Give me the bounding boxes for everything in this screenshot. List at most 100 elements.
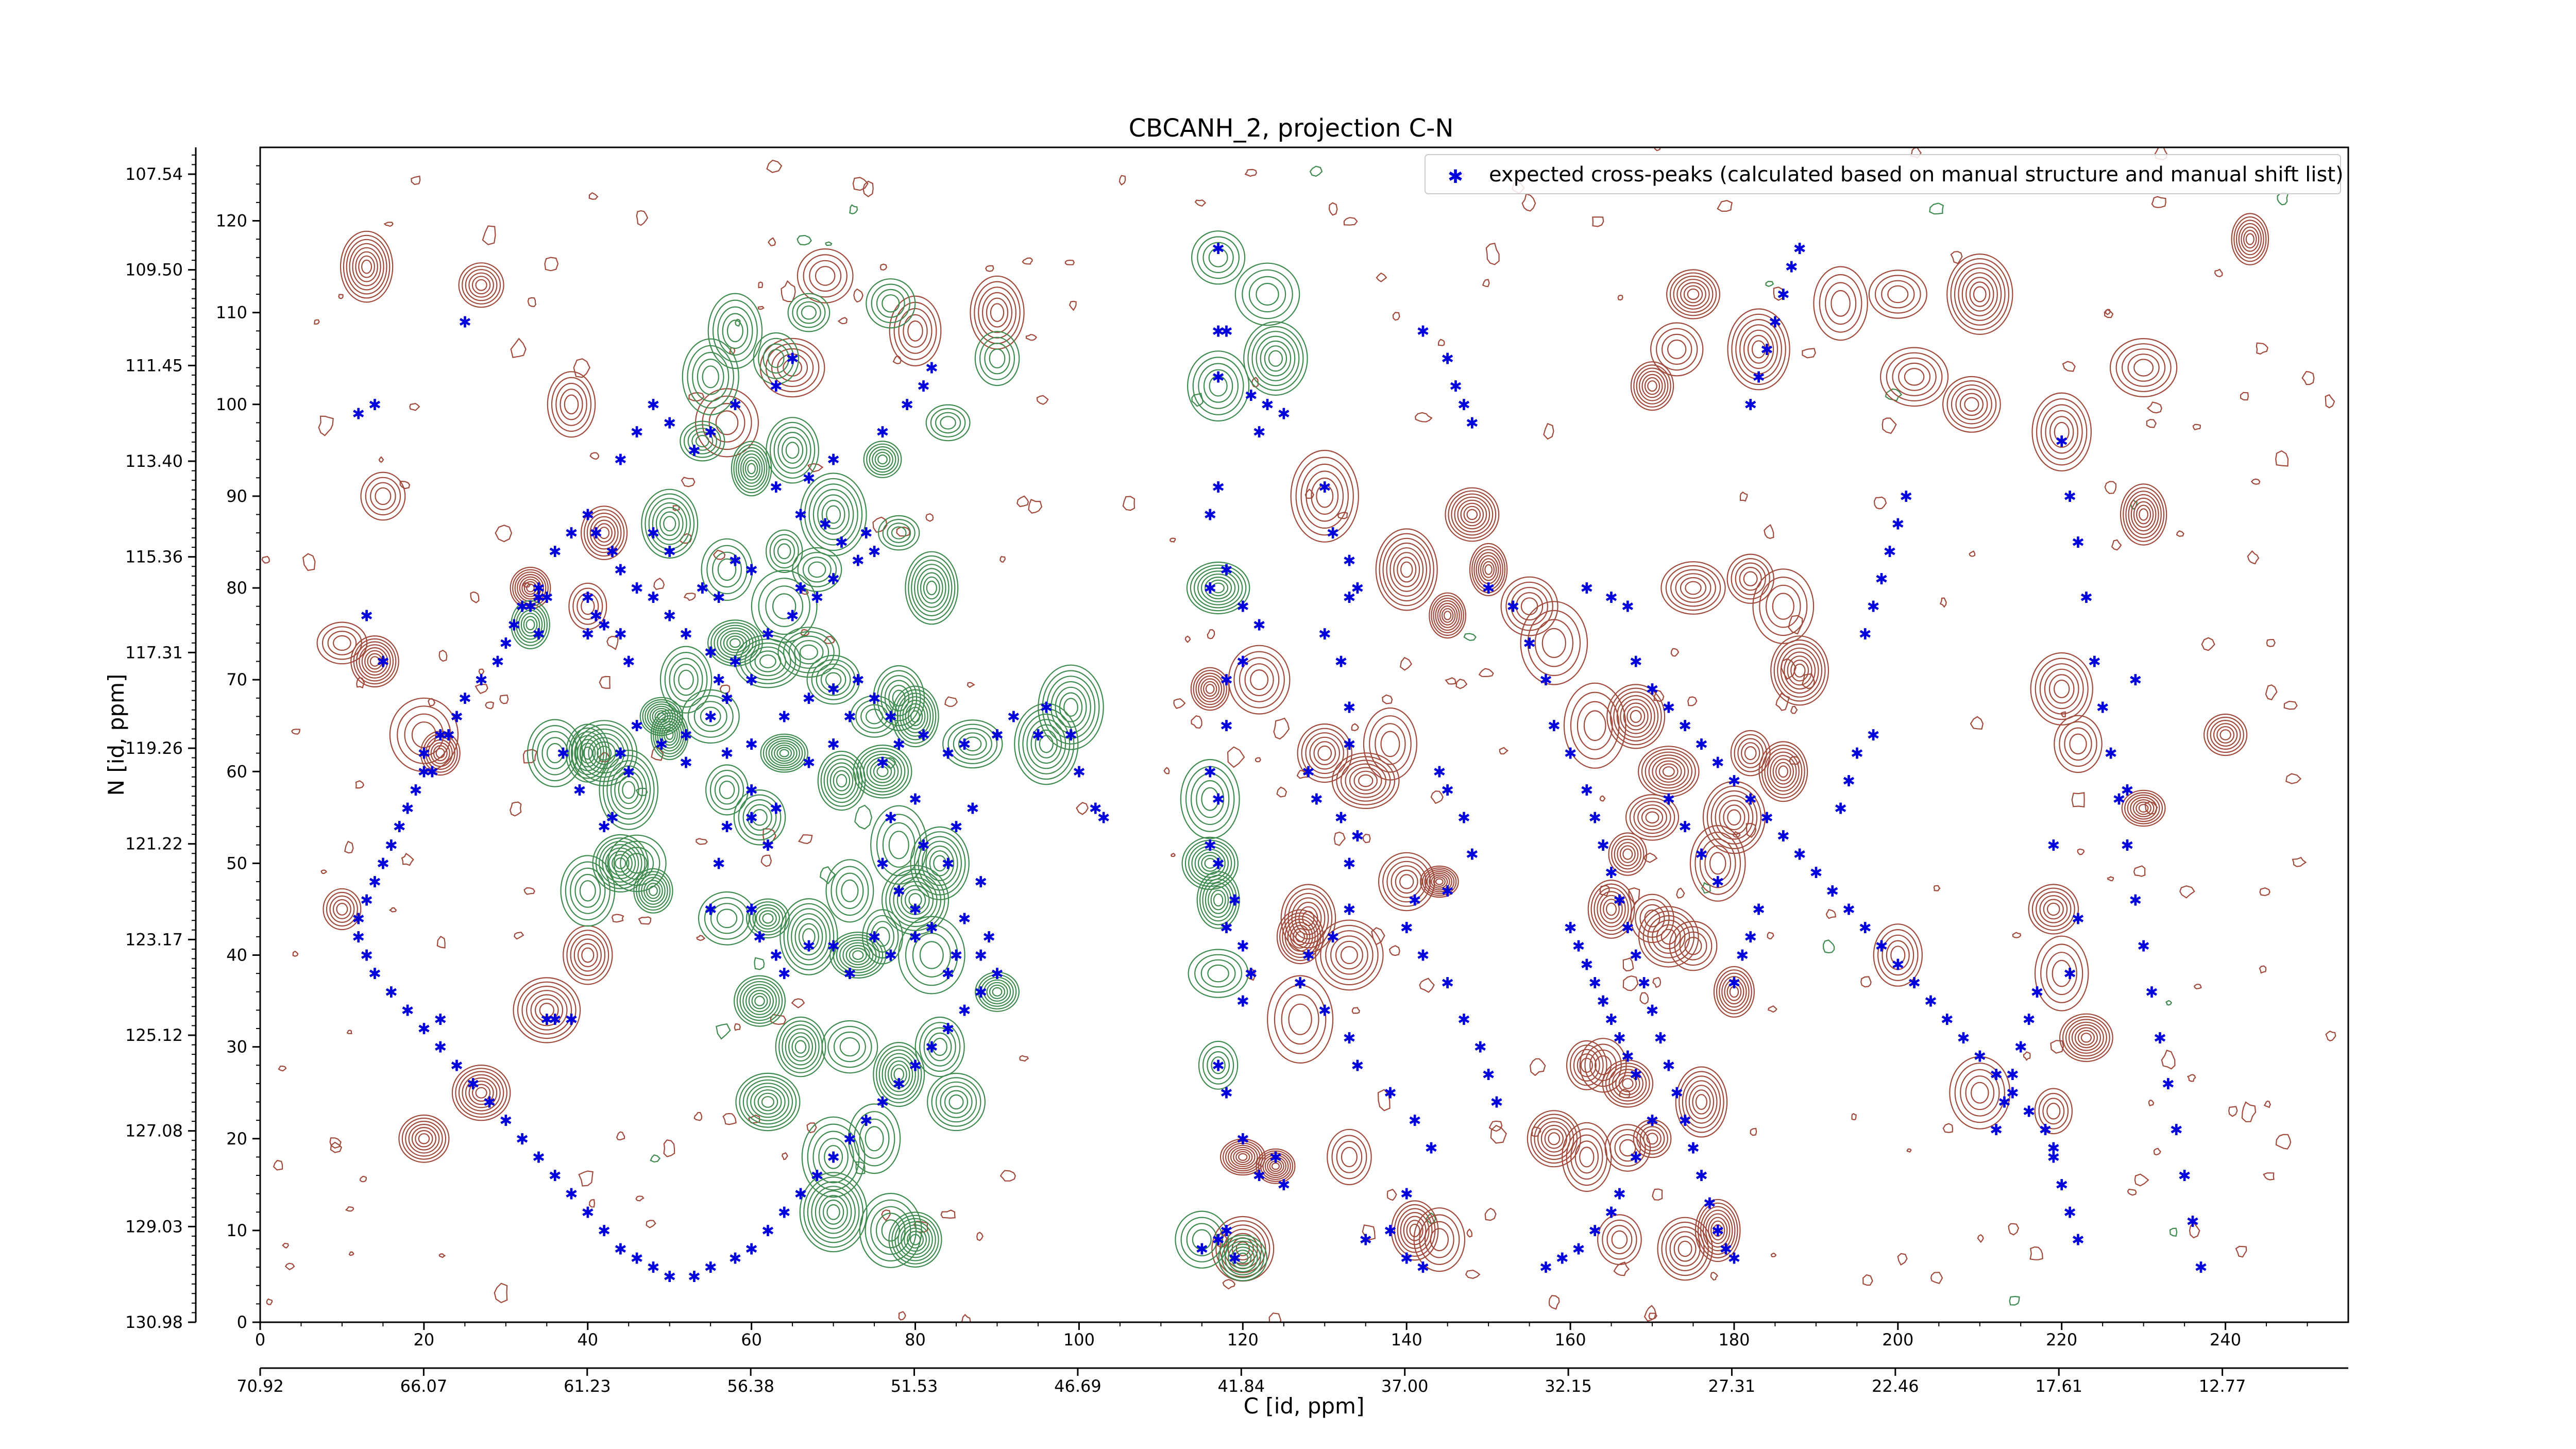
- noise-contour: [837, 317, 848, 325]
- cross-peak-marker: ✱: [1580, 580, 1593, 598]
- cross-peak-marker: ✱: [1466, 414, 1479, 432]
- noise-contour: [2247, 550, 2260, 565]
- cross-peak-marker: ✱: [1662, 791, 1675, 809]
- noise-contour: [1652, 1188, 1663, 1201]
- negative-peak-contour: [527, 719, 583, 787]
- cross-peak-marker: ✱: [1506, 598, 1519, 616]
- cross-peak-marker: ✱: [368, 396, 381, 414]
- cross-peak-marker: ✱: [1212, 855, 1225, 873]
- noise-contour: [478, 668, 485, 676]
- cross-peak-marker: ✱: [549, 1011, 562, 1029]
- cross-peak-marker: ✱: [1277, 406, 1290, 424]
- negative-peak-contour: [1038, 664, 1104, 750]
- noise-contour: [438, 1253, 446, 1258]
- x-index-tick-label: 180: [1718, 1330, 1750, 1350]
- cross-peak-marker: ✱: [1842, 901, 1855, 919]
- cross-peak-marker: ✱: [843, 965, 856, 983]
- noise-contour: [1933, 885, 1941, 891]
- positive-peak-contour: [1813, 266, 1868, 341]
- cross-peak-marker: ✱: [745, 901, 758, 919]
- cross-peak-marker: ✱: [720, 818, 733, 836]
- cross-peak-marker: ✱: [688, 1268, 701, 1286]
- positive-peak-contour: [2109, 338, 2178, 397]
- noise-contour: [1529, 1058, 1546, 1076]
- noise-contour: [266, 1298, 273, 1305]
- noise-contour: [273, 1159, 283, 1171]
- noise-contour: [944, 696, 958, 707]
- noise-contour: [1438, 339, 1445, 346]
- y-ppm-tick-label: 125.12: [125, 1025, 183, 1045]
- cross-peak-marker: ✱: [2063, 488, 2076, 506]
- y-index-tick-label: 110: [216, 303, 247, 323]
- noise-contour: [573, 358, 590, 378]
- cross-peak-marker: ✱: [1310, 791, 1323, 809]
- negative-peak-contour: [751, 569, 818, 643]
- noise-contour: [2151, 196, 2166, 208]
- cross-peak-marker: ✱: [1458, 809, 1470, 827]
- y-ppm-tick-label: 123.17: [125, 930, 183, 949]
- cross-peak-marker: ✱: [1212, 240, 1225, 258]
- cross-peak-marker: ✱: [991, 727, 1004, 745]
- cross-peak-marker: ✱: [1630, 947, 1642, 965]
- cross-peak-marker: ✱: [819, 515, 832, 533]
- noise-contour: [2161, 1049, 2176, 1070]
- negative-peak-contour: [680, 420, 725, 462]
- noise-contour: [2148, 1100, 2155, 1107]
- noise-contour: [1122, 496, 1136, 511]
- noise-contour: [1717, 200, 1733, 212]
- noise-contour: [2012, 932, 2022, 938]
- positive-peak-contour: [1315, 919, 1384, 991]
- noise-contour: [1939, 597, 1947, 608]
- positive-peak-contour: [1727, 308, 1790, 391]
- cross-peak-marker: ✱: [728, 552, 741, 570]
- positive-peak-contour: [2121, 789, 2166, 827]
- cross-peak-marker: ✱: [1212, 323, 1225, 341]
- cross-peak-marker: ✱: [770, 378, 783, 396]
- noise-contour: [782, 1152, 788, 1160]
- cross-peak-marker: ✱: [507, 616, 520, 634]
- cross-peak-marker: ✱: [876, 855, 889, 873]
- cross-peak-marker: ✱: [1556, 1250, 1569, 1268]
- noise-contour: [527, 297, 537, 308]
- noise-contour: [681, 477, 696, 487]
- noise-contour: [2153, 1148, 2161, 1156]
- cross-peak-marker: ✱: [1433, 763, 1446, 781]
- cross-peak-marker: ✱: [1785, 259, 1798, 277]
- cross-peak-marker: ✱: [1277, 1176, 1290, 1194]
- x-index-tick-label: 0: [255, 1330, 265, 1350]
- cross-peak-marker: ✱: [1580, 782, 1593, 800]
- positive-peak-contour: [1625, 794, 1680, 841]
- cross-peak-marker: ✱: [2186, 1213, 2199, 1231]
- positive-peak-contour: [1429, 592, 1467, 639]
- noise-contour: [735, 318, 741, 327]
- cross-peak-marker: ✱: [1908, 974, 1921, 992]
- noise-contour: [2275, 450, 2289, 467]
- noise-contour: [734, 1023, 741, 1031]
- positive-peak-contour: [1726, 553, 1774, 604]
- cross-peak-marker: ✱: [581, 1204, 594, 1222]
- negative-peak-contour: [735, 1072, 801, 1132]
- y-index-tick-label: 50: [226, 853, 247, 873]
- cross-peak-marker: ✱: [778, 965, 791, 983]
- x-ppm-tick-label: 37.00: [1381, 1376, 1429, 1396]
- noise-contour: [1643, 852, 1658, 863]
- cross-peak-marker: ✱: [1859, 919, 1872, 937]
- negative-peak-contour: [1196, 871, 1240, 929]
- cross-peak-marker: ✱: [1539, 671, 1552, 689]
- noise-contour: [2144, 801, 2158, 815]
- noise-contour: [1802, 348, 1816, 359]
- cross-peak-marker: ✱: [1441, 350, 1454, 368]
- cross-peak-marker: ✱: [942, 855, 955, 873]
- negative-peak-contour: [1175, 1210, 1229, 1269]
- cross-peak-marker: ✱: [802, 690, 815, 708]
- cross-peak-marker: ✱: [1384, 1085, 1397, 1103]
- noise-contour: [1687, 696, 1698, 706]
- cross-peak-marker: ✱: [475, 671, 488, 689]
- cross-peak-marker: ✱: [942, 965, 955, 983]
- noise-contour: [663, 1139, 675, 1157]
- noise-contour: [588, 1199, 596, 1208]
- noise-contour: [2256, 342, 2268, 355]
- negative-peak-contour: [910, 826, 970, 901]
- noise-contour: [898, 1311, 906, 1321]
- cross-peak-marker: ✱: [868, 929, 881, 947]
